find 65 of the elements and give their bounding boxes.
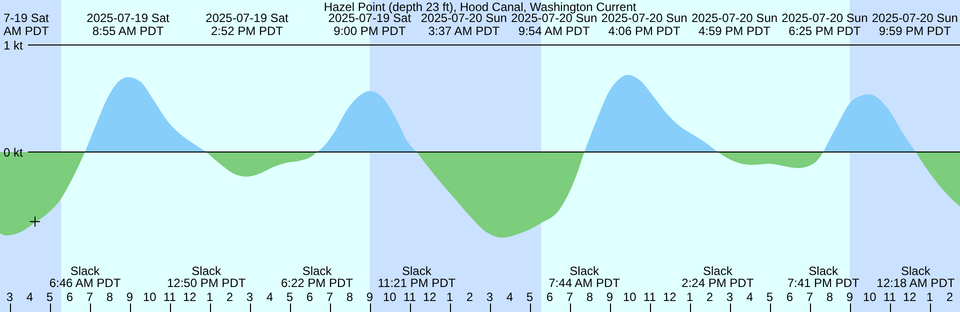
x-tick-label: 7 bbox=[86, 290, 94, 304]
x-tick-label: 11 bbox=[163, 290, 176, 304]
x-tick-label: 1 bbox=[926, 290, 934, 304]
x-tick-label: 3 bbox=[726, 290, 734, 304]
annotation: Slack 12:18 AM PDT bbox=[876, 264, 956, 290]
x-tick-label: 5 bbox=[286, 290, 294, 304]
x-tick-label: 12 bbox=[662, 290, 677, 304]
x-tick-label: 4 bbox=[26, 290, 34, 304]
x-tick-label: 1 bbox=[446, 290, 454, 304]
x-tick-label: 5 bbox=[46, 290, 54, 304]
x-tick-label: 12 bbox=[182, 290, 197, 304]
annotation: Slack 6:46 AM PDT bbox=[49, 264, 122, 290]
x-tick-label: 8 bbox=[106, 290, 114, 304]
annotation: Slack 7:44 AM PDT bbox=[548, 264, 621, 290]
x-tick-label: 9 bbox=[846, 290, 854, 304]
x-tick-label: 2 bbox=[466, 290, 474, 304]
x-tick-label: 3 bbox=[486, 290, 494, 304]
x-tick-label: 5 bbox=[766, 290, 774, 304]
x-tick-label: 3 bbox=[246, 290, 254, 304]
x-tick-label: 2 bbox=[226, 290, 234, 304]
x-tick-label: 4 bbox=[506, 290, 514, 304]
x-tick-label: 6 bbox=[786, 290, 794, 304]
x-tick-label: 10 bbox=[862, 290, 877, 304]
y-tick-label: 1 kt bbox=[4, 38, 24, 53]
annotation: 2025-07-20 Sun 4:59 PM PDT bbox=[691, 11, 778, 38]
x-tick-label: 10 bbox=[142, 290, 157, 304]
x-tick-label: 4 bbox=[746, 290, 754, 304]
x-tick-label: 10 bbox=[382, 290, 397, 304]
annotation: 2025-07-20 Sun 9:59 PM PDT bbox=[872, 11, 958, 38]
annotation: 2025-07-20 Sun 6:25 PM PDT bbox=[782, 11, 868, 38]
chart-title: Hazel Point (depth 23 ft), Hood Canal, Washington Current bbox=[324, 0, 637, 14]
annotation: 2025-07-20 Sun 4:06 PM PDT bbox=[601, 11, 688, 38]
x-tick-label: 1 bbox=[686, 290, 694, 304]
x-tick-label: 7 bbox=[566, 290, 574, 304]
x-tick-label: 6 bbox=[306, 290, 314, 304]
x-tick-label: 9 bbox=[366, 290, 374, 304]
x-tick-label: 11 bbox=[883, 290, 896, 304]
annotation: Slack 6:22 PM PDT bbox=[280, 264, 354, 290]
x-tick-label: 6 bbox=[546, 290, 554, 304]
annotation: 7-19 Sat AM PDT bbox=[4, 11, 50, 38]
annotation: Slack 12:50 PM PDT bbox=[166, 264, 246, 290]
x-tick-label: 7 bbox=[326, 290, 334, 304]
annotation: Slack 7:41 PM PDT bbox=[787, 264, 860, 290]
annotation: 2025-07-19 Sat 8:55 AM PDT bbox=[86, 11, 170, 38]
x-tick-label: 7 bbox=[806, 290, 814, 304]
annotation: 2025-07-19 Sat 2:52 PM PDT bbox=[206, 11, 290, 38]
x-tick-label: 12 bbox=[422, 290, 437, 304]
x-tick-label: 4 bbox=[266, 290, 274, 304]
x-tick-label: 3 bbox=[6, 290, 14, 304]
x-tick-label: 2 bbox=[706, 290, 714, 304]
x-tick-label: 5 bbox=[526, 290, 534, 304]
x-tick-label: 12 bbox=[902, 290, 917, 304]
x-tick-label: 11 bbox=[643, 290, 656, 304]
x-tick-label: 6 bbox=[66, 290, 74, 304]
annotation: Slack 2:24 PM PDT bbox=[682, 264, 754, 290]
x-tick-label: 1 bbox=[206, 290, 214, 304]
x-tick-label: 9 bbox=[126, 290, 134, 304]
x-tick-label: 8 bbox=[346, 290, 354, 304]
x-tick-label: 11 bbox=[403, 290, 416, 304]
x-tick-label: 10 bbox=[622, 290, 637, 304]
x-tick-label: 9 bbox=[606, 290, 614, 304]
x-tick-label: 8 bbox=[586, 290, 594, 304]
annotation: Slack 11:21 PM PDT bbox=[378, 264, 456, 290]
x-tick-label: 8 bbox=[826, 290, 834, 304]
x-tick-label: 2 bbox=[946, 290, 954, 304]
